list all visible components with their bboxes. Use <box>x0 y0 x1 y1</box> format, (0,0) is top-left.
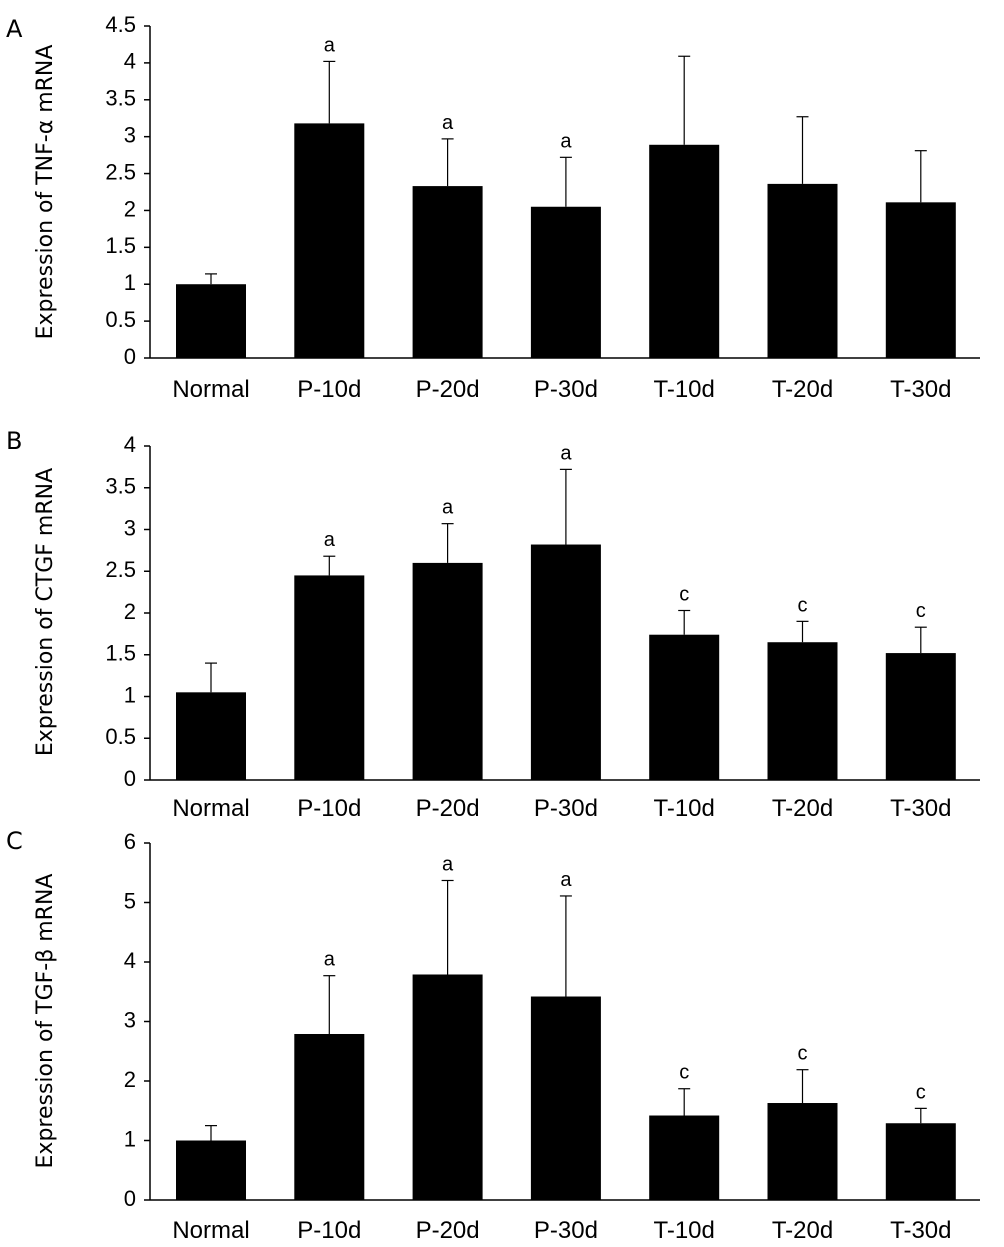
bar-normal <box>176 1140 246 1200</box>
bar-t-10d <box>649 634 720 780</box>
bar-t-20d <box>767 183 838 358</box>
chart-panel-c: C Expression of TGF-β mRNA 0 1 2 3 4 5 6 Normal a P… <box>6 827 980 1244</box>
x-tick-label: T-20d <box>772 1217 833 1244</box>
bar-p-20d <box>412 974 483 1200</box>
x-tick-label: T-30d <box>890 376 951 403</box>
significance-label: c <box>679 583 689 605</box>
y-axis-label: Expression of TNF-α mRNA <box>33 45 58 340</box>
significance-label: a <box>442 112 454 134</box>
bar-normal <box>176 692 246 780</box>
y-tick-label: 0.5 <box>105 724 136 749</box>
significance-label: a <box>324 949 336 971</box>
x-tick-label: T-30d <box>890 795 951 822</box>
x-tick-label: T-10d <box>654 1217 715 1244</box>
bar-t-20d <box>767 1103 838 1200</box>
y-tick-label: 0 <box>124 344 136 369</box>
x-tick-label: P-30d <box>534 1217 598 1244</box>
y-tick-label: 4 <box>124 432 136 457</box>
bar-normal <box>176 284 246 358</box>
bar-p-10d <box>294 575 365 780</box>
x-tick-label: Normal <box>172 795 249 822</box>
significance-label: c <box>679 1062 689 1084</box>
bar-t-20d <box>767 642 838 780</box>
panel-letter: C <box>6 827 23 855</box>
y-tick-label: 2 <box>124 1067 136 1092</box>
x-tick-label: P-10d <box>297 1217 361 1244</box>
x-tick-label: P-10d <box>297 795 361 822</box>
bar-p-30d <box>530 544 601 780</box>
y-tick-label: 2 <box>124 196 136 221</box>
x-tick-label: T-20d <box>772 795 833 822</box>
significance-label: a <box>560 442 572 464</box>
x-tick-label: P-20d <box>416 1217 480 1244</box>
y-tick-label: 4 <box>124 948 136 973</box>
y-axis-label: Expression of TGF-β mRNA <box>33 874 58 1169</box>
x-tick-label: P-10d <box>297 376 361 403</box>
y-tick-label: 1 <box>124 1126 136 1151</box>
bar-p-10d <box>294 1033 365 1200</box>
y-tick-label: 1 <box>124 270 136 295</box>
y-axis-label: Expression of CTGF mRNA <box>33 468 58 756</box>
y-tick-label: 0.5 <box>105 307 136 332</box>
significance-label: a <box>560 130 572 152</box>
significance-label: c <box>798 1043 808 1065</box>
bar-t-30d <box>885 202 956 358</box>
panel-letter: A <box>6 15 23 43</box>
y-tick-label: 5 <box>124 888 136 913</box>
bar-p-30d <box>530 996 601 1200</box>
y-tick-label: 1.5 <box>105 641 136 666</box>
bar-t-30d <box>885 1123 956 1200</box>
y-tick-label: 3 <box>124 1007 136 1032</box>
bar-p-10d <box>294 123 365 359</box>
y-tick-label: 0 <box>124 766 136 791</box>
y-tick-label: 3.5 <box>105 474 136 499</box>
x-tick-label: T-20d <box>772 376 833 403</box>
y-tick-label: 3 <box>124 122 136 147</box>
chart-panel-b: B Expression of CTGF mRNA 0 0.5 1 1.5 2 2.5 3 3.5… <box>6 427 980 822</box>
y-tick-label: 6 <box>124 829 136 854</box>
bar-p-30d <box>530 206 601 358</box>
bar-t-10d <box>649 1115 720 1200</box>
bar-t-10d <box>649 144 720 358</box>
y-tick-label: 4.5 <box>105 12 136 37</box>
x-tick-label: T-30d <box>890 1217 951 1244</box>
bar-p-20d <box>412 562 483 780</box>
significance-label: a <box>324 529 336 551</box>
x-tick-label: P-20d <box>416 376 480 403</box>
y-tick-label: 2 <box>124 599 136 624</box>
x-tick-label: P-30d <box>534 376 598 403</box>
x-tick-label: Normal <box>172 1217 249 1244</box>
y-tick-label: 2.5 <box>105 159 136 184</box>
chart-panel-a: A Expression of TNF-α mRNA 0 0.5 1 1.5 2 2.5 3 3.… <box>6 12 980 403</box>
y-tick-label: 3 <box>124 515 136 540</box>
y-tick-label: 3.5 <box>105 86 136 111</box>
x-tick-label: T-10d <box>654 795 715 822</box>
x-tick-label: P-20d <box>416 795 480 822</box>
significance-label: c <box>916 1081 926 1103</box>
bar-p-20d <box>412 186 483 358</box>
y-tick-label: 1 <box>124 682 136 707</box>
x-tick-label: T-10d <box>654 376 715 403</box>
significance-label: c <box>798 594 808 616</box>
significance-label: a <box>442 853 454 875</box>
x-tick-label: P-30d <box>534 795 598 822</box>
x-tick-label: Normal <box>172 376 249 403</box>
y-tick-label: 0 <box>124 1186 136 1211</box>
y-tick-label: 2.5 <box>105 557 136 582</box>
bar-t-30d <box>885 653 956 780</box>
significance-label: c <box>916 600 926 622</box>
significance-label: a <box>442 497 454 519</box>
y-tick-label: 1.5 <box>105 233 136 258</box>
y-tick-label: 4 <box>124 49 136 74</box>
significance-label: a <box>324 34 336 56</box>
panel-letter: B <box>6 427 22 455</box>
significance-label: a <box>560 869 572 891</box>
